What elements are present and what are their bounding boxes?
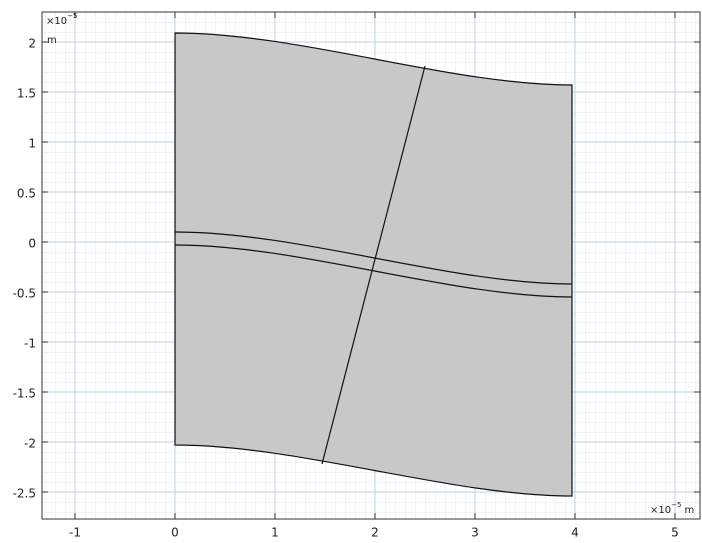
y-tick-label: 1: [28, 137, 36, 151]
x-scale-label: ×10−5 m: [650, 501, 694, 516]
boundary: [321, 65, 426, 465]
x-tick-label: 1: [271, 526, 279, 540]
x-scale-power: −5: [671, 501, 681, 509]
y-tick-label: -2: [24, 437, 36, 451]
y-tick-label: 1.5: [17, 87, 36, 101]
x-tick-label: 3: [471, 526, 479, 540]
axes-frame: [41, 11, 701, 520]
x-tick-label: 2: [371, 526, 379, 540]
y-tick-label: -2.5: [13, 487, 36, 501]
y-scale-base: ×10: [46, 16, 67, 27]
x-tick-label: 0: [171, 526, 179, 540]
y-tick-label: -1.5: [13, 387, 36, 401]
x-tick-label: -1: [69, 526, 81, 540]
y-tick-label: -0.5: [13, 287, 36, 301]
geometry: [174, 32, 573, 497]
y-tick-label: 2: [28, 37, 36, 51]
y-tick-label: -1: [24, 337, 36, 351]
y-tick-label: 0.5: [17, 187, 36, 201]
x-tick-label: 4: [571, 526, 579, 540]
boundary: [174, 231, 573, 285]
x-tick-label: 5: [671, 526, 679, 540]
x-scale-unit: m: [684, 505, 694, 516]
y-scale-power: −5: [67, 12, 77, 20]
y-scale-label: ×10−5: [46, 12, 77, 27]
y-scale-unit: m: [47, 35, 57, 46]
boundary: [174, 244, 573, 298]
y-tick-label: 0: [28, 237, 36, 251]
x-scale-base: ×10: [650, 505, 671, 516]
